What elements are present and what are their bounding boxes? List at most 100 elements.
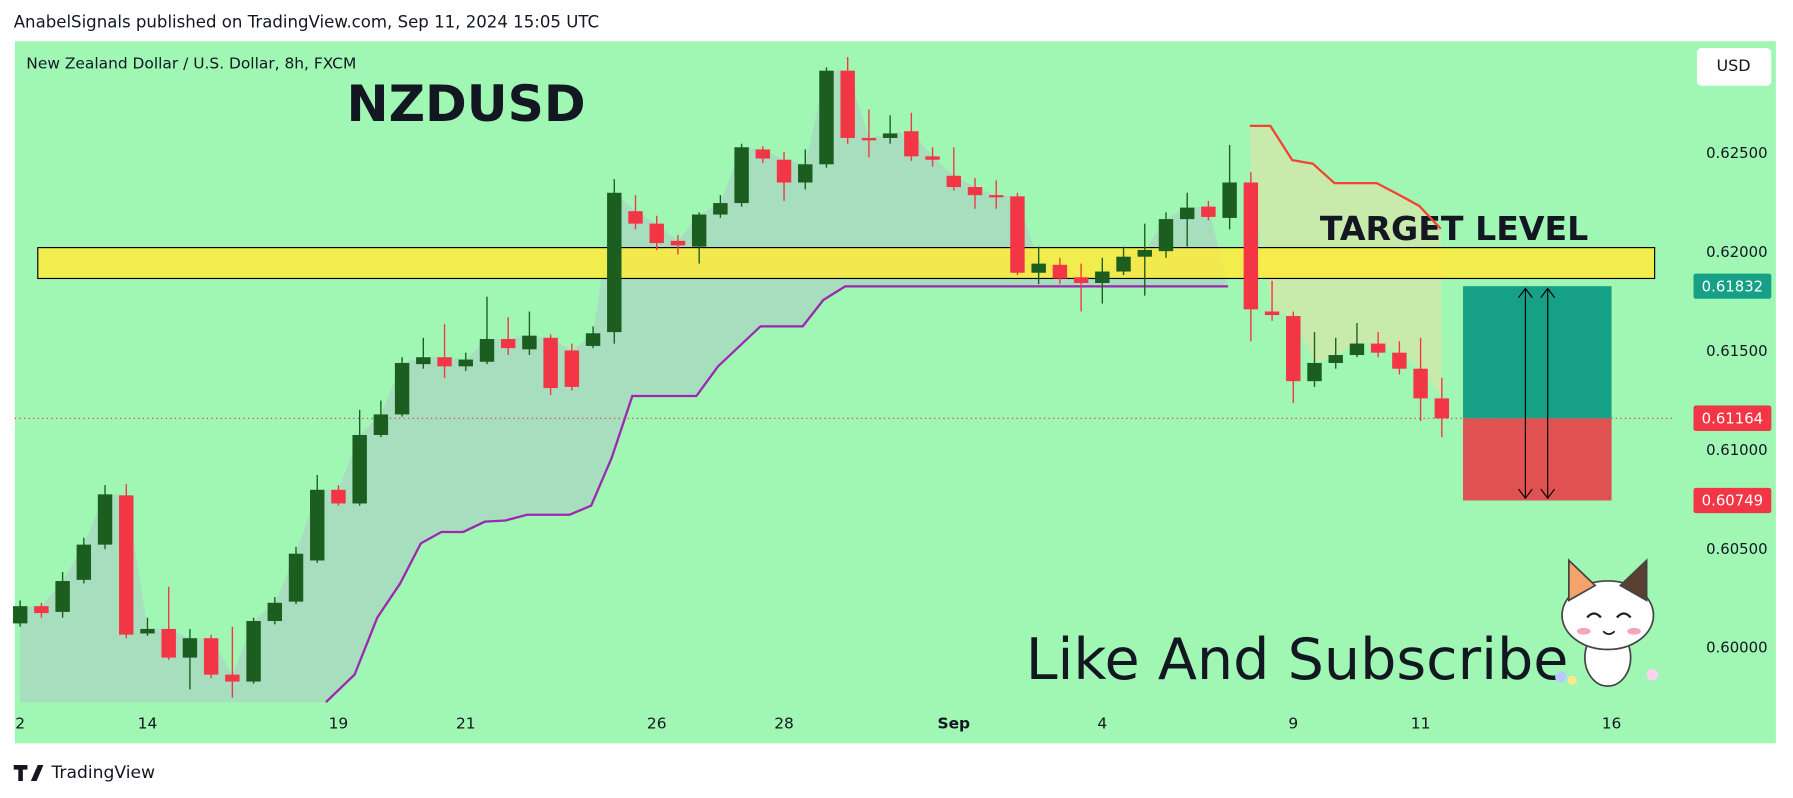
candle-body: [140, 628, 155, 634]
candle-body: [416, 357, 431, 365]
x-tick-label: 14: [138, 714, 158, 732]
candle-body: [373, 414, 389, 435]
x-tick-label: 28: [774, 714, 794, 732]
candle-body: [607, 192, 622, 333]
candle-body: [1010, 196, 1025, 273]
candle-body: [225, 674, 240, 682]
price-tag-label: 0.61164: [1702, 410, 1763, 428]
y-tick-label: 0.60000: [1706, 639, 1767, 657]
candle-body: [1243, 182, 1259, 310]
target-zone: [37, 247, 1656, 280]
profit-zone: [1463, 286, 1612, 419]
candle-body: [819, 70, 834, 165]
header: AnabelSignals published on TradingView.c…: [14, 12, 599, 31]
annotation: Like And Subscribe: [1026, 627, 1569, 693]
price-tag-label: 0.61832: [1702, 277, 1763, 295]
x-tick-label: 2: [15, 714, 25, 732]
candle-body: [246, 621, 261, 682]
candle-body: [564, 350, 580, 387]
candle-body: [585, 333, 601, 346]
candle-body: [203, 638, 219, 675]
candle-body: [649, 223, 664, 244]
candle-body: [161, 628, 176, 658]
zone-label: TARGET LEVEL: [1320, 209, 1588, 248]
candle-body: [1031, 263, 1046, 273]
y-tick-label: 0.60500: [1706, 540, 1767, 558]
trend-line: [325, 285, 1229, 703]
candle-body: [1264, 311, 1280, 316]
candle-body: [119, 495, 134, 635]
candle-body: [543, 337, 558, 389]
x-tick-label: Sep: [937, 714, 970, 732]
candle-body: [310, 489, 325, 561]
x-tick-label: 26: [647, 714, 667, 732]
candle-body: [458, 359, 473, 367]
candle-body: [1052, 264, 1068, 279]
y-tick-label: 0.62000: [1706, 243, 1767, 261]
candle-body: [437, 357, 452, 367]
candle-body: [798, 164, 813, 183]
candle-body: [394, 362, 410, 415]
candle-body: [713, 203, 728, 215]
candle-body: [989, 195, 1004, 198]
candle-body: [1434, 398, 1450, 419]
x-tick-label: 9: [1288, 714, 1298, 732]
candle-body: [670, 240, 686, 246]
candle-body: [1370, 343, 1386, 353]
x-tick-label: 19: [329, 714, 349, 732]
arrow: [1540, 287, 1556, 500]
candle-body: [500, 339, 516, 349]
currency-button[interactable]: [1696, 48, 1772, 86]
candle-body: [352, 434, 367, 504]
candle-body: [1286, 316, 1301, 382]
candle-body: [967, 187, 983, 196]
price-tag: [1693, 405, 1772, 431]
candle-body: [1158, 219, 1174, 252]
candle-body: [522, 335, 537, 350]
candle-body: [861, 137, 877, 141]
price-tag: [1693, 487, 1772, 514]
candle-body: [1201, 206, 1216, 217]
candle-body: [331, 489, 346, 504]
currency[interactable]: USD: [1716, 56, 1750, 75]
candle-body: [1413, 368, 1428, 399]
candle-body: [182, 638, 198, 658]
candle-body: [1073, 277, 1089, 284]
trend-line: [1249, 124, 1442, 230]
candle-body: [925, 156, 940, 160]
candle-body: [1349, 343, 1365, 356]
price-tag-label: 0.60749: [1702, 492, 1763, 510]
candle-body: [628, 211, 643, 224]
chart-title: NZDUSD: [346, 74, 585, 133]
candle-body: [479, 339, 495, 362]
candle-body: [267, 602, 283, 622]
loss-zone: [1463, 418, 1612, 501]
candle-body: [76, 544, 92, 580]
candle-body: [1179, 207, 1195, 220]
candle-body: [904, 131, 919, 157]
candle-body: [755, 149, 771, 159]
x-tick-label: 16: [1602, 714, 1622, 732]
candle-body: [946, 175, 962, 188]
candle-body: [840, 70, 855, 138]
candle-body: [1392, 352, 1407, 369]
symbol: New Zealand Dollar / U.S. Dollar, 8h, FX…: [26, 55, 356, 73]
brand: TradingView: [50, 763, 155, 783]
tradingview-logo: [13, 765, 44, 782]
cat-sticker: [1555, 558, 1659, 687]
candle-body: [1328, 355, 1343, 363]
candle-body: [97, 494, 113, 545]
x-tick-label: 21: [456, 714, 476, 732]
candle-body: [1222, 182, 1237, 218]
candle-body: [288, 553, 304, 602]
candle-body: [34, 606, 49, 614]
x-tick-label: 4: [1097, 714, 1107, 732]
candle-body: [734, 147, 749, 204]
x-tick-label: 11: [1411, 714, 1431, 732]
candle-body: [1137, 249, 1152, 257]
candle-body: [1095, 271, 1110, 284]
candle-body: [1116, 256, 1131, 272]
price-tag: [1693, 273, 1772, 299]
arrow: [1518, 287, 1533, 500]
